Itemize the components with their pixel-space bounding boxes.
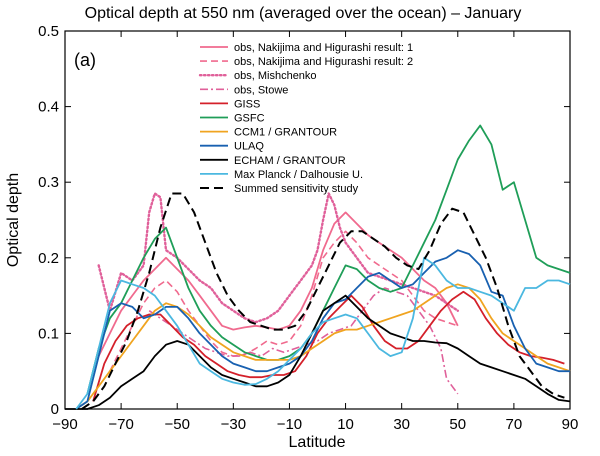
y-tick-label: 0.2 [38,250,59,267]
y-tick-label: 0.5 [38,23,59,40]
series-layer [65,124,571,410]
legend-label: obs, Nakijima and Higurashi result: 1 [234,42,413,54]
axis-ticks: −90 −70 −50 −30 −10 10 30 50 70 90 0 0.1 0.2 0.3 0.4 0.… [38,23,578,433]
x-tick-label: 10 [337,416,354,433]
legend-label: ECHAM / GRANTOUR [234,155,346,167]
series-line-7 [75,249,570,410]
x-tick-label: 30 [393,416,410,433]
y-tick-label: 0.3 [38,174,59,191]
x-tick-label: −70 [108,416,133,433]
x-tick-label: −10 [277,416,302,433]
legend-label: ULAQ [234,141,264,153]
x-tick-label: 70 [506,416,523,433]
series-line-9 [75,256,571,410]
series-line-6 [75,283,571,410]
legend-label: Max Planck / Dalhousie U. [234,169,363,181]
legend-label: CCM1 / GRANTOUR [234,127,337,139]
plot-frame [64,30,571,410]
x-axis-label: Latitude [289,434,346,451]
series-line-1 [109,230,459,372]
legend-label: GSFC [234,113,265,125]
legend: obs, Nakijima and Higurashi result: 1 obs… [198,42,413,195]
legend-label: obs, Mishchenko [234,70,317,82]
series-line-4 [92,290,565,402]
x-tick-label: 50 [449,416,466,433]
x-tick-label: −50 [164,416,189,433]
chart-title: Optical depth at 550 nm (averaged over t… [85,5,522,22]
legend-label: obs, Stowe [234,84,288,96]
y-tick-label: 0 [51,401,59,418]
x-tick-label: 90 [562,416,579,433]
y-axis-label: Optical depth [5,173,22,267]
panel-label: (a) [74,50,96,70]
legend-label: GISS [234,98,260,110]
x-tick-label: −30 [221,416,246,433]
legend-label: obs, Nakijima and Higurashi result: 2 [234,56,413,68]
y-tick-label: 0.1 [38,325,59,342]
series-line-10 [81,192,565,410]
y-tick-label: 0.4 [38,99,59,116]
series-line-5 [86,124,571,395]
legend-label: Summed sensitivity study [234,183,359,195]
x-tick-label: −90 [52,416,77,433]
series-line-8 [65,294,571,410]
